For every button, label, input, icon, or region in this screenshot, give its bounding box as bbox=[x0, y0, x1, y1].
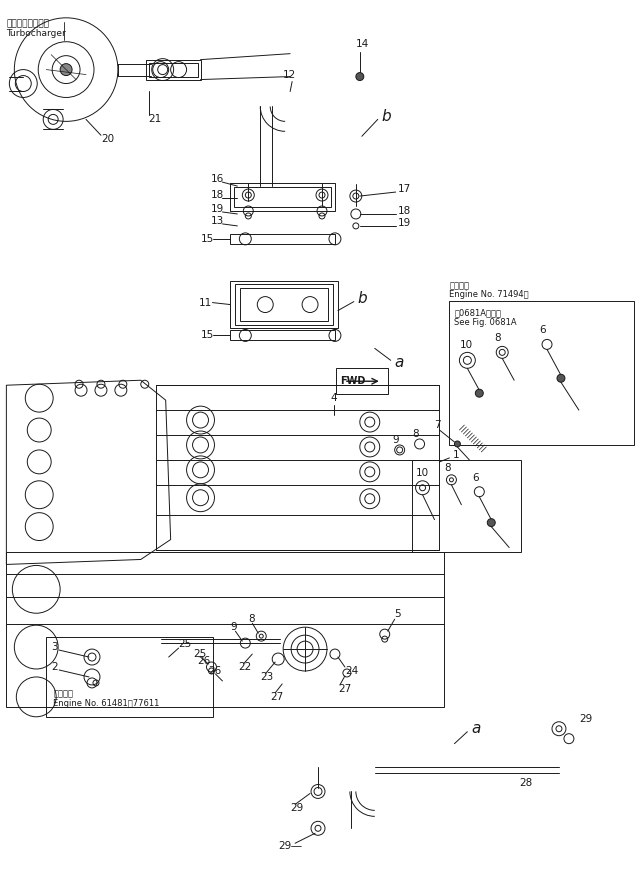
Text: 8: 8 bbox=[444, 463, 451, 473]
Circle shape bbox=[557, 375, 565, 382]
Text: 15: 15 bbox=[200, 234, 214, 244]
Text: 21: 21 bbox=[149, 114, 162, 124]
Bar bbox=[230, 183, 335, 211]
Text: 29: 29 bbox=[579, 714, 592, 724]
Bar bbox=[236, 284, 333, 326]
Bar bbox=[230, 234, 335, 244]
Text: 6: 6 bbox=[473, 473, 479, 483]
Text: 5: 5 bbox=[395, 609, 401, 619]
Text: 29―: 29― bbox=[278, 842, 302, 851]
Text: Engine No. 61481～77611: Engine No. 61481～77611 bbox=[53, 699, 160, 708]
Bar bbox=[449, 300, 634, 445]
Bar bbox=[6, 553, 444, 707]
Text: 6: 6 bbox=[539, 326, 546, 335]
Text: 10: 10 bbox=[415, 468, 429, 478]
Text: 22: 22 bbox=[238, 662, 252, 672]
Text: FWD: FWD bbox=[340, 376, 365, 386]
Text: 19: 19 bbox=[397, 218, 411, 228]
Text: 2: 2 bbox=[51, 662, 58, 672]
Text: ターボチャージャ: ターボチャージャ bbox=[6, 19, 49, 28]
Circle shape bbox=[487, 519, 495, 526]
Text: 適用号機: 適用号機 bbox=[53, 690, 73, 698]
Text: 8: 8 bbox=[248, 615, 255, 624]
Text: a: a bbox=[395, 354, 404, 370]
Text: 18: 18 bbox=[397, 206, 411, 216]
Text: 19: 19 bbox=[211, 204, 223, 214]
Circle shape bbox=[60, 64, 72, 76]
Text: 8: 8 bbox=[413, 429, 419, 439]
Text: 8: 8 bbox=[494, 333, 501, 343]
Bar bbox=[146, 59, 200, 79]
Bar bbox=[230, 331, 335, 340]
Text: 適用号機: 適用号機 bbox=[449, 281, 469, 290]
Text: 17: 17 bbox=[397, 184, 411, 194]
Bar bbox=[156, 385, 440, 549]
Text: 4: 4 bbox=[330, 393, 336, 403]
Text: 10: 10 bbox=[460, 340, 473, 350]
Text: Engine No. 71494～: Engine No. 71494～ bbox=[449, 290, 529, 299]
Text: 27: 27 bbox=[270, 692, 284, 702]
Circle shape bbox=[455, 441, 460, 447]
Text: 16: 16 bbox=[211, 174, 223, 184]
Bar bbox=[149, 63, 198, 77]
Text: 15: 15 bbox=[200, 331, 214, 340]
Bar bbox=[230, 281, 338, 328]
Text: 3: 3 bbox=[51, 642, 58, 652]
Text: 14: 14 bbox=[356, 38, 369, 49]
Bar bbox=[240, 287, 328, 321]
Text: 25: 25 bbox=[193, 649, 207, 659]
Text: 29: 29 bbox=[290, 803, 304, 814]
Text: 27: 27 bbox=[338, 684, 351, 694]
Circle shape bbox=[356, 72, 364, 80]
Text: 24: 24 bbox=[345, 666, 358, 676]
Text: b: b bbox=[382, 109, 392, 124]
Text: b: b bbox=[358, 291, 367, 306]
Text: 1: 1 bbox=[453, 450, 459, 460]
Bar bbox=[412, 460, 521, 552]
Bar bbox=[46, 637, 214, 717]
Text: 9: 9 bbox=[230, 622, 237, 632]
Text: 18: 18 bbox=[211, 190, 223, 200]
Text: 11: 11 bbox=[198, 298, 212, 307]
Text: 26: 26 bbox=[198, 656, 211, 666]
Text: 13: 13 bbox=[211, 216, 223, 226]
Text: Turbocharger: Turbocharger bbox=[6, 30, 66, 38]
Text: 26: 26 bbox=[209, 666, 221, 676]
Text: 28: 28 bbox=[519, 779, 532, 788]
Text: 9: 9 bbox=[393, 435, 399, 445]
Bar bbox=[234, 187, 331, 207]
Text: 23: 23 bbox=[260, 672, 273, 682]
Text: 7: 7 bbox=[435, 420, 441, 430]
Bar bbox=[336, 368, 388, 395]
Text: a: a bbox=[471, 721, 481, 736]
Text: 20: 20 bbox=[101, 134, 114, 144]
Text: 25: 25 bbox=[178, 639, 192, 650]
Text: 12: 12 bbox=[283, 70, 297, 79]
Circle shape bbox=[475, 389, 483, 397]
Text: See Fig. 0681A: See Fig. 0681A bbox=[455, 318, 517, 327]
Text: 第0681A図参照: 第0681A図参照 bbox=[455, 308, 501, 317]
